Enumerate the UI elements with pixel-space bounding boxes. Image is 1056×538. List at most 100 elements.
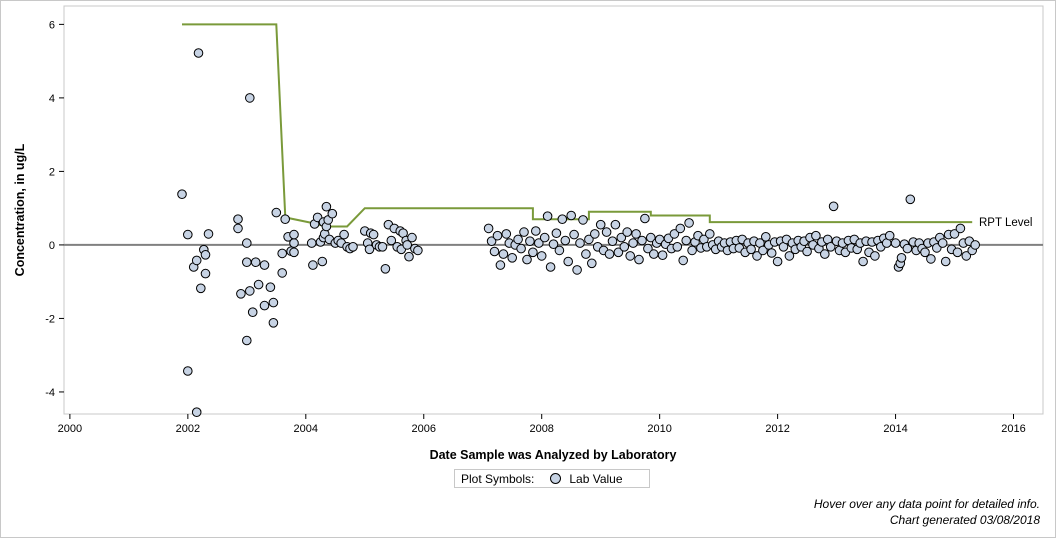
data-point[interactable] <box>643 243 653 254</box>
data-point[interactable] <box>687 245 697 256</box>
data-point[interactable] <box>920 247 930 258</box>
data-point[interactable] <box>554 245 565 256</box>
data-point[interactable] <box>364 244 375 255</box>
data-point[interactable] <box>784 251 795 261</box>
data-point[interactable] <box>566 210 577 221</box>
data-point[interactable] <box>289 247 299 258</box>
data-point[interactable] <box>289 229 299 240</box>
data-point[interactable] <box>516 243 526 254</box>
data-point[interactable] <box>413 245 423 256</box>
data-point[interactable] <box>402 240 413 250</box>
data-point[interactable] <box>196 283 206 294</box>
data-point[interactable] <box>607 236 618 246</box>
data-point[interactable] <box>280 214 291 224</box>
data-point[interactable] <box>631 229 641 239</box>
data-point[interactable] <box>926 254 936 264</box>
data-point[interactable] <box>896 252 907 263</box>
data-point[interactable] <box>890 238 901 248</box>
data-point[interactable] <box>940 256 951 267</box>
data-point[interactable] <box>539 232 550 243</box>
data-point[interactable] <box>820 249 830 259</box>
data-point[interactable] <box>528 247 538 258</box>
data-point[interactable] <box>492 230 503 241</box>
data-point[interactable] <box>242 257 252 268</box>
data-point[interactable] <box>245 286 255 296</box>
data-point[interactable] <box>233 223 243 234</box>
data-point[interactable] <box>250 257 261 268</box>
data-point[interactable] <box>622 227 633 237</box>
data-point[interactable] <box>495 260 506 270</box>
data-point[interactable] <box>289 238 299 248</box>
data-point[interactable] <box>640 213 650 224</box>
data-point[interactable] <box>404 251 414 262</box>
data-point[interactable] <box>236 289 246 299</box>
data-point[interactable] <box>277 268 288 278</box>
data-point[interactable] <box>604 249 615 259</box>
data-point[interactable] <box>902 243 913 254</box>
data-point[interactable] <box>193 48 204 58</box>
data-point[interactable] <box>377 242 388 252</box>
data-point[interactable] <box>191 407 202 418</box>
data-point[interactable] <box>339 229 349 240</box>
data-point[interactable] <box>811 230 821 241</box>
data-point[interactable] <box>675 223 686 234</box>
data-point[interactable] <box>191 255 202 266</box>
data-point[interactable] <box>752 251 762 261</box>
data-point[interactable] <box>870 251 880 261</box>
data-point[interactable] <box>177 189 187 199</box>
data-point[interactable] <box>705 229 715 239</box>
data-point[interactable] <box>802 246 812 257</box>
data-point[interactable] <box>649 249 659 259</box>
data-point[interactable] <box>758 245 768 256</box>
data-point[interactable] <box>242 335 252 346</box>
data-point[interactable] <box>625 251 636 261</box>
data-point[interactable] <box>519 227 529 237</box>
data-point[interactable] <box>542 211 553 221</box>
data-point[interactable] <box>233 214 243 224</box>
data-point[interactable] <box>884 230 895 241</box>
data-point[interactable] <box>825 242 836 252</box>
data-point[interactable] <box>955 223 966 234</box>
data-point[interactable] <box>536 251 547 261</box>
data-point[interactable] <box>905 194 916 205</box>
data-point[interactable] <box>348 242 358 252</box>
data-point[interactable] <box>200 268 211 279</box>
data-point[interactable] <box>259 260 270 270</box>
data-point[interactable] <box>937 238 948 248</box>
data-point[interactable] <box>203 229 214 239</box>
data-point[interactable] <box>672 242 683 252</box>
data-point[interactable] <box>489 246 500 257</box>
data-point[interactable] <box>634 254 644 265</box>
data-point[interactable] <box>613 247 624 258</box>
data-point[interactable] <box>386 235 397 246</box>
data-point[interactable] <box>306 238 317 248</box>
data-point[interactable] <box>501 229 512 239</box>
data-point[interactable] <box>590 229 600 239</box>
data-point[interactable] <box>531 226 541 236</box>
data-point[interactable] <box>560 235 571 246</box>
data-point[interactable] <box>766 248 777 258</box>
data-point[interactable] <box>858 256 868 267</box>
data-point[interactable] <box>247 307 258 318</box>
data-point[interactable] <box>507 252 518 263</box>
data-point[interactable] <box>637 235 647 246</box>
data-point[interactable] <box>681 235 692 246</box>
data-point[interactable] <box>563 256 574 267</box>
data-point[interactable] <box>245 93 255 103</box>
data-point[interactable] <box>581 249 591 259</box>
data-point[interactable] <box>522 254 532 265</box>
data-point[interactable] <box>265 282 276 293</box>
data-point[interactable] <box>551 228 562 238</box>
data-point[interactable] <box>949 229 960 239</box>
data-point[interactable] <box>970 240 981 250</box>
data-point[interactable] <box>327 208 338 219</box>
data-point[interactable] <box>961 251 972 261</box>
data-point[interactable] <box>595 219 606 230</box>
data-point[interactable] <box>575 238 585 248</box>
data-point[interactable] <box>407 232 417 243</box>
data-point[interactable] <box>268 318 279 328</box>
data-point[interactable] <box>669 229 680 239</box>
data-point[interactable] <box>646 232 656 243</box>
data-point[interactable] <box>684 218 694 228</box>
data-point[interactable] <box>569 229 579 240</box>
